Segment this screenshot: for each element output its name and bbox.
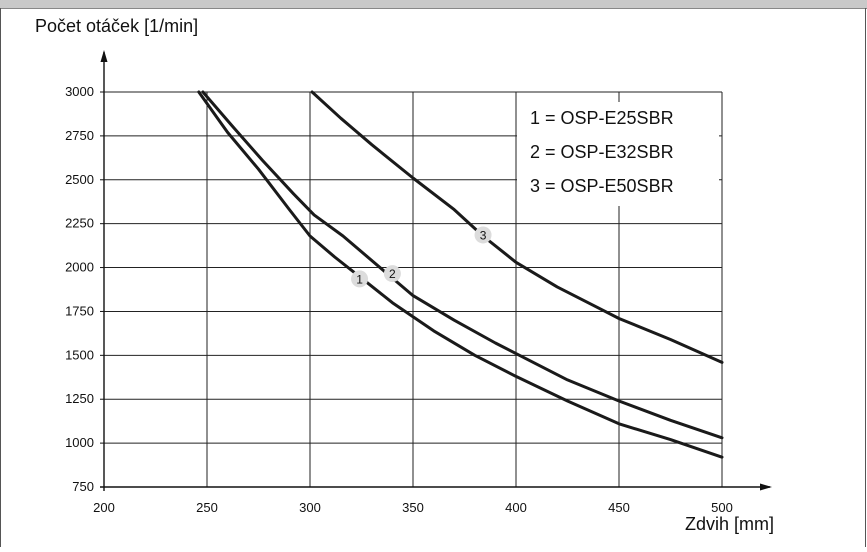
y-tick-label: 1000 — [65, 435, 94, 450]
series-line-2 — [201, 90, 724, 440]
legend-box — [517, 102, 719, 206]
series-lines — [197, 90, 724, 459]
y-axis-arrow — [100, 50, 108, 62]
series-line-3 — [310, 90, 724, 364]
x-tick-label: 350 — [402, 500, 424, 515]
x-axis-title: Zdvih [mm] — [685, 514, 774, 534]
curve-marker-label-1: 1 — [356, 272, 363, 286]
x-axis-arrow — [760, 483, 772, 491]
y-axis-title: Počet otáček [1/min] — [35, 16, 198, 36]
grid — [104, 91, 723, 487]
x-tick-label: 450 — [608, 500, 630, 515]
legend-entry-3: 3 = OSP-E50SBR — [530, 176, 674, 196]
axes: 7501000125015001750200022502500275030002… — [65, 50, 772, 515]
y-tick-label: 1250 — [65, 391, 94, 406]
y-tick-label: 2500 — [65, 172, 94, 187]
legend-entry-2: 2 = OSP-E32SBR — [530, 142, 674, 162]
curve-marker-1 — [351, 270, 369, 288]
curve-marker-3 — [474, 226, 492, 244]
curve-marker-label-2: 2 — [389, 267, 396, 281]
curve-marker-label-3: 3 — [480, 228, 487, 242]
x-tick-label: 300 — [299, 500, 321, 515]
y-tick-label: 3000 — [65, 84, 94, 99]
series-line-1 — [197, 90, 724, 459]
y-tick-label: 1750 — [65, 303, 94, 318]
y-tick-label: 2000 — [65, 260, 94, 275]
curve-markers: 1 2 3 — [351, 226, 492, 288]
top-bar — [0, 0, 867, 8]
x-tick-label: 200 — [93, 500, 115, 515]
legend: 1 = OSP-E25SBR 2 = OSP-E32SBR 3 = OSP-E5… — [517, 102, 719, 206]
y-tick-label: 2750 — [65, 128, 94, 143]
x-tick-label: 250 — [196, 500, 218, 515]
y-tick-label: 2250 — [65, 216, 94, 231]
y-tick-label: 1500 — [65, 347, 94, 362]
curve-marker-2 — [383, 265, 401, 283]
x-tick-label: 500 — [711, 500, 733, 515]
y-tick-label: 750 — [72, 479, 94, 494]
x-tick-label: 400 — [505, 500, 527, 515]
legend-entry-1: 1 = OSP-E25SBR — [530, 108, 674, 128]
